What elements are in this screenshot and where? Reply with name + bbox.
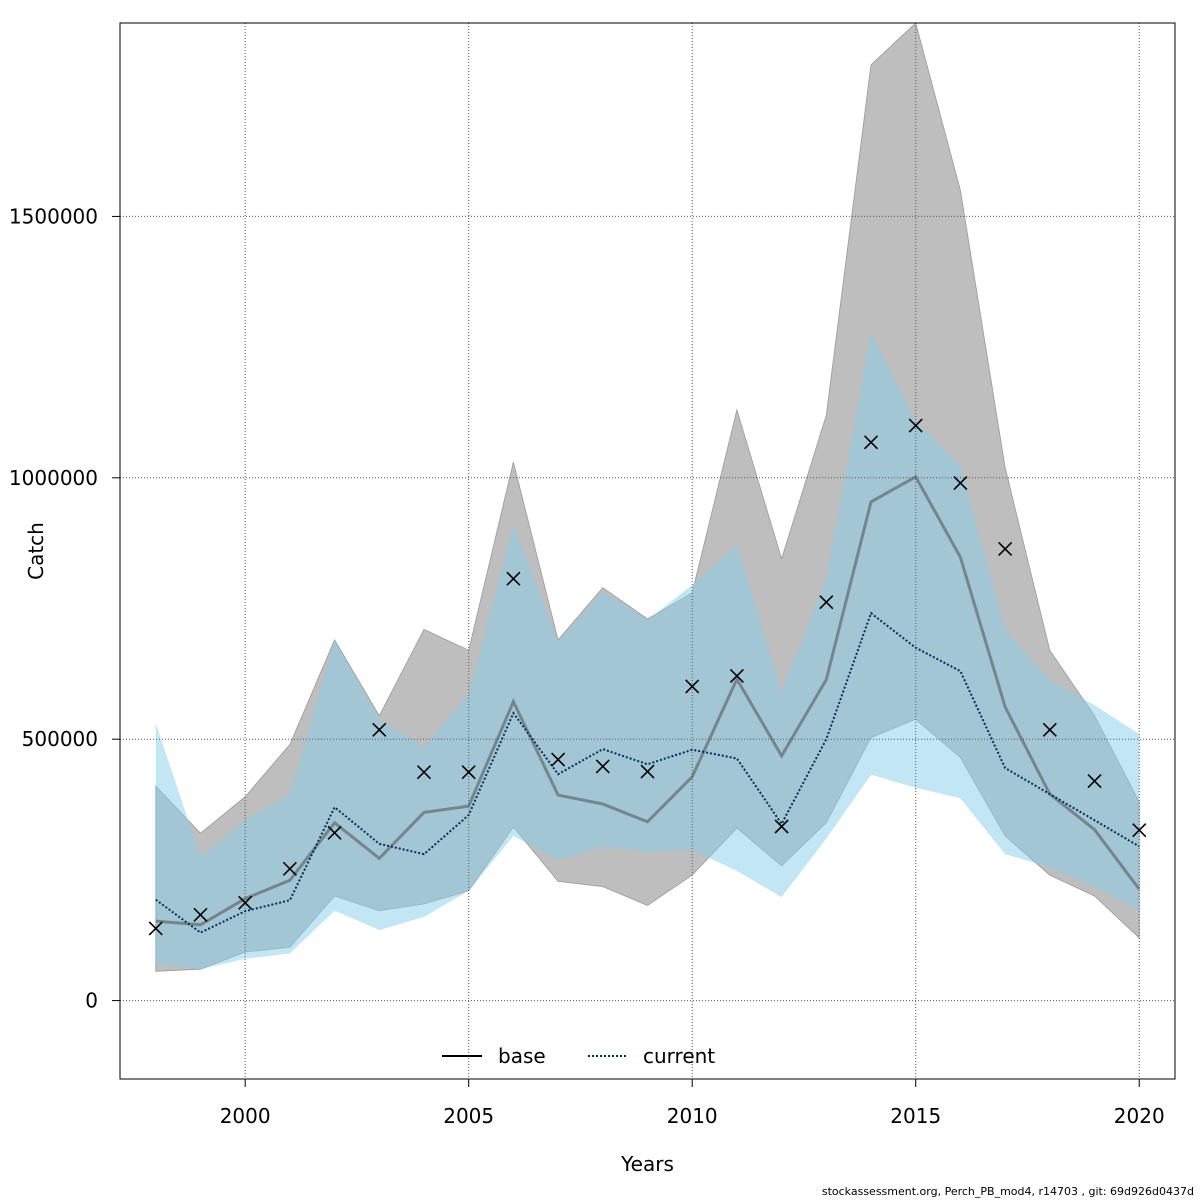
observed-point <box>1042 722 1057 737</box>
observed-point <box>729 668 744 684</box>
x-tick-label: 2015 <box>890 1104 941 1128</box>
x-tick-label: 2020 <box>1114 1104 1165 1128</box>
observed-point <box>908 418 923 433</box>
band-current <box>155 333 1140 970</box>
x-tick-label: 2005 <box>443 1104 494 1128</box>
observed-point <box>863 435 879 450</box>
plot-frame <box>119 22 1176 1080</box>
observed-point <box>282 861 297 876</box>
observed-point <box>327 825 342 840</box>
footer-credit: stockassessment.org, Perch_PB_mod4, r147… <box>821 1185 1194 1198</box>
x-tick-label: 2010 <box>667 1104 718 1128</box>
y-axis-title: Catch <box>24 522 48 580</box>
observed-point <box>1087 773 1102 789</box>
observed-point <box>819 595 834 610</box>
series-line-base <box>155 474 1141 927</box>
y-tick-label: 1000000 <box>9 466 98 490</box>
observed-point <box>148 921 163 936</box>
observed-point <box>372 722 387 737</box>
observed-point <box>461 765 476 780</box>
legend: base current <box>442 1044 715 1068</box>
observed-point <box>998 541 1013 556</box>
x-tick-label: 2000 <box>220 1104 271 1128</box>
x-axis-title: Years <box>620 1152 674 1176</box>
observed-point <box>685 679 700 694</box>
x-axis: 2000 2005 2010 2015 2020 <box>220 1079 1165 1128</box>
series-lines <box>155 474 1141 934</box>
observed-point <box>1132 823 1147 838</box>
observed-point <box>595 759 610 774</box>
observed-point <box>551 752 566 767</box>
observed-markers <box>148 418 1147 936</box>
observed-point <box>193 907 208 922</box>
observed-point <box>416 765 432 780</box>
legend-base-label: base <box>498 1044 546 1068</box>
y-axis: 0 500000 1000000 1500000 <box>9 204 120 1013</box>
legend-current-label: current <box>643 1044 715 1068</box>
observed-point <box>506 571 521 586</box>
observed-point <box>238 895 253 910</box>
confidence-bands <box>155 22 1140 972</box>
observed-point <box>953 475 968 491</box>
y-tick-label: 1500000 <box>9 204 98 228</box>
observed-point <box>774 819 789 834</box>
y-tick-label: 0 <box>85 989 98 1013</box>
observed-point <box>640 764 655 779</box>
y-tick-label: 500000 <box>22 727 98 751</box>
